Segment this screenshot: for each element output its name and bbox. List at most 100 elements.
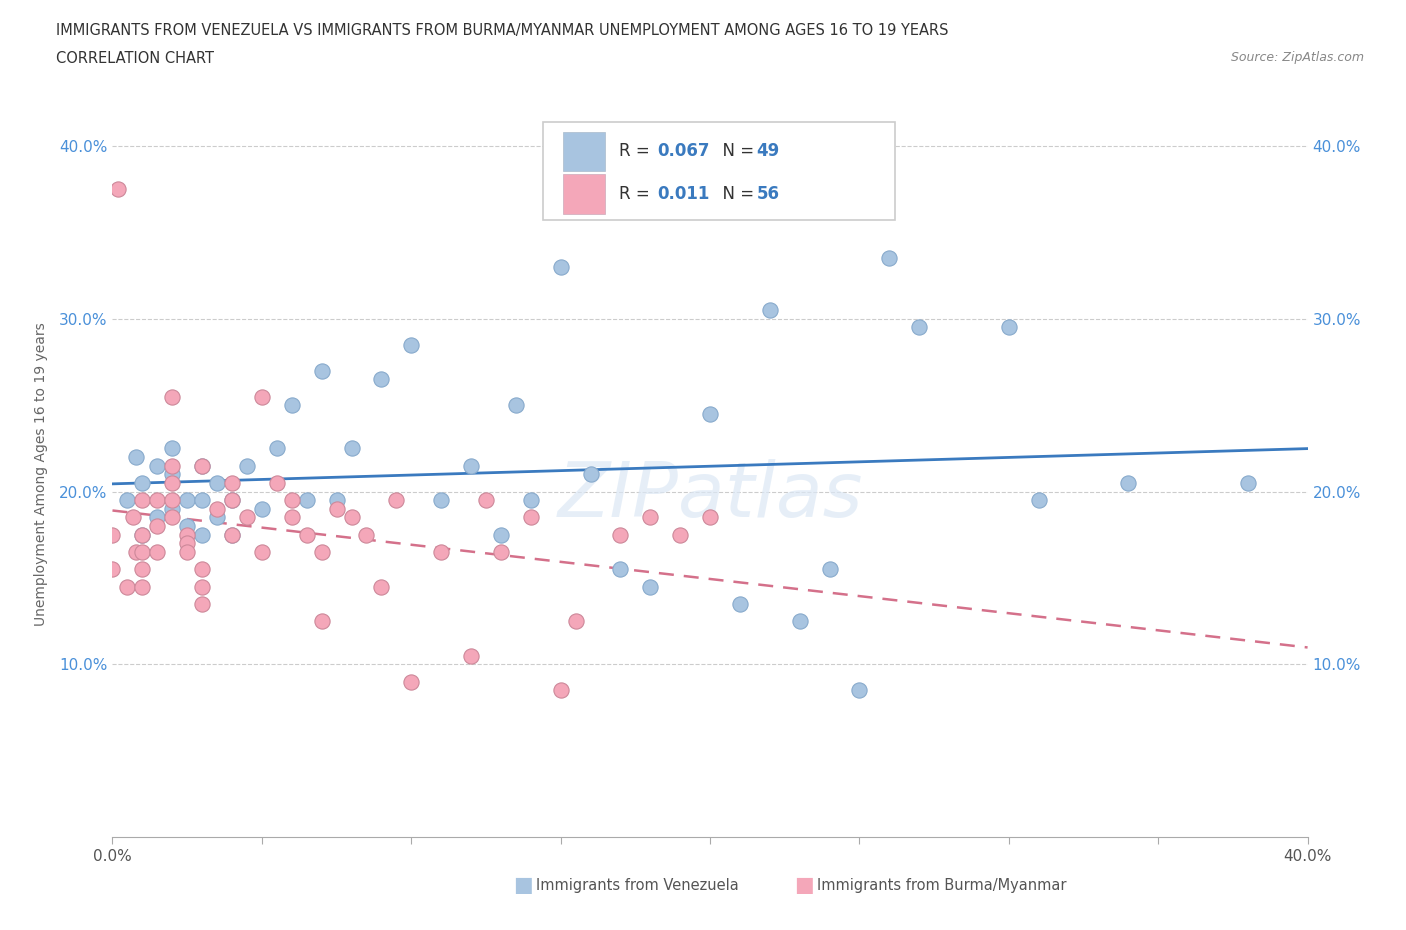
Point xyxy=(340,441,363,456)
Point xyxy=(281,510,304,525)
Point xyxy=(879,251,901,266)
Point xyxy=(131,527,153,542)
Point xyxy=(385,493,408,508)
Point xyxy=(221,527,243,542)
FancyBboxPatch shape xyxy=(562,131,605,171)
Point xyxy=(107,182,129,197)
Point xyxy=(550,683,572,698)
Point xyxy=(370,579,392,594)
Point xyxy=(131,545,153,560)
Point xyxy=(579,467,602,482)
Point xyxy=(131,493,153,508)
Point xyxy=(162,510,183,525)
Point xyxy=(101,527,124,542)
Point xyxy=(176,519,198,534)
Point xyxy=(908,320,931,335)
Point xyxy=(191,458,214,473)
Point xyxy=(250,545,273,560)
Point xyxy=(460,458,482,473)
Point xyxy=(236,458,259,473)
Point xyxy=(699,406,721,421)
Text: CORRELATION CHART: CORRELATION CHART xyxy=(56,51,214,66)
Point xyxy=(789,614,811,629)
Point xyxy=(205,501,228,516)
Point xyxy=(401,674,423,689)
Point xyxy=(550,259,572,274)
Point xyxy=(162,475,183,490)
Point xyxy=(1118,475,1140,490)
Point xyxy=(340,510,363,525)
Point xyxy=(250,389,273,404)
Point xyxy=(489,527,512,542)
Text: ■: ■ xyxy=(513,875,533,896)
Text: N =: N = xyxy=(713,142,759,161)
Point xyxy=(191,579,214,594)
Point xyxy=(430,493,453,508)
FancyBboxPatch shape xyxy=(543,123,896,220)
Point xyxy=(281,493,304,508)
Point xyxy=(162,458,183,473)
Point xyxy=(311,614,333,629)
Point xyxy=(609,562,631,577)
Point xyxy=(191,493,214,508)
Point xyxy=(325,501,347,516)
Point xyxy=(430,545,453,560)
Point xyxy=(295,527,318,542)
Point xyxy=(146,510,169,525)
Point xyxy=(191,596,214,611)
Point xyxy=(162,467,183,482)
Point xyxy=(125,449,148,464)
Point xyxy=(311,545,333,560)
Text: 0.067: 0.067 xyxy=(658,142,710,161)
Point xyxy=(311,364,333,379)
Point xyxy=(818,562,841,577)
Text: 49: 49 xyxy=(756,142,780,161)
Point xyxy=(759,303,782,318)
Point xyxy=(131,562,153,577)
Text: Immigrants from Burma/Myanmar: Immigrants from Burma/Myanmar xyxy=(817,878,1066,893)
Point xyxy=(131,579,153,594)
Point xyxy=(162,501,183,516)
Point xyxy=(176,536,198,551)
Point xyxy=(117,493,139,508)
Point xyxy=(520,493,543,508)
Text: R =: R = xyxy=(619,142,655,161)
Text: 0.011: 0.011 xyxy=(658,185,710,203)
Point xyxy=(609,527,631,542)
Point xyxy=(205,475,228,490)
Point xyxy=(998,320,1021,335)
Point xyxy=(505,398,527,413)
Point xyxy=(640,510,662,525)
Text: N =: N = xyxy=(713,185,759,203)
Point xyxy=(460,648,482,663)
Point xyxy=(1237,475,1260,490)
Point xyxy=(162,441,183,456)
Text: ZIPatlas: ZIPatlas xyxy=(557,459,863,533)
Point xyxy=(117,579,139,594)
Point xyxy=(489,545,512,560)
Point xyxy=(401,338,423,352)
Point xyxy=(122,510,145,525)
Point xyxy=(101,562,124,577)
Point xyxy=(176,527,198,542)
Point xyxy=(325,493,347,508)
Text: ■: ■ xyxy=(794,875,814,896)
Point xyxy=(221,475,243,490)
Point xyxy=(295,493,318,508)
Point xyxy=(250,501,273,516)
Point xyxy=(125,545,148,560)
Point xyxy=(131,475,153,490)
Point xyxy=(475,493,498,508)
Point xyxy=(669,527,692,542)
Point xyxy=(281,398,304,413)
Point xyxy=(176,545,198,560)
Point xyxy=(564,614,586,629)
Point xyxy=(162,389,183,404)
Text: R =: R = xyxy=(619,185,655,203)
FancyBboxPatch shape xyxy=(562,174,605,214)
Point xyxy=(356,527,378,542)
Point xyxy=(131,527,153,542)
Point xyxy=(162,493,183,508)
Point xyxy=(370,372,392,387)
Point xyxy=(699,510,721,525)
